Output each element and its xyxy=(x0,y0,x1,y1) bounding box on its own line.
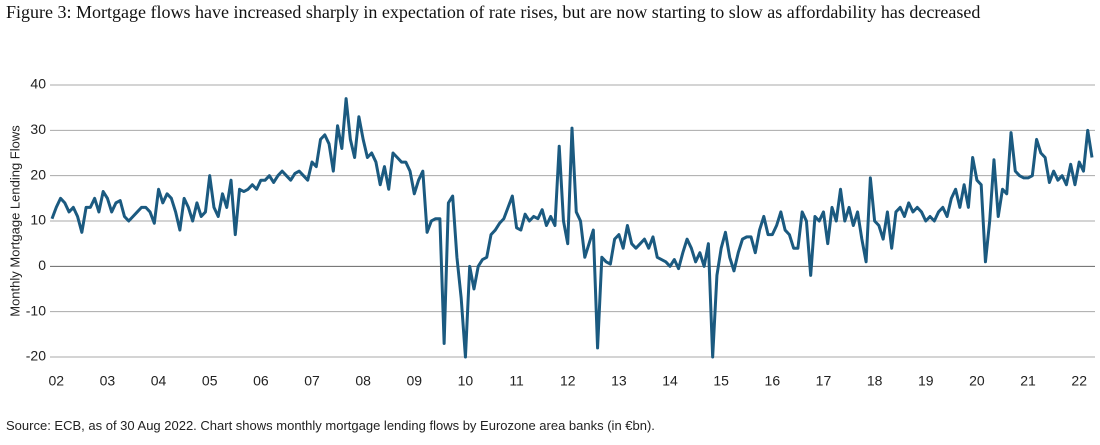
y-tick-label: 30 xyxy=(30,121,46,137)
y-axis-label: Monthly Mortgage Lending Flows xyxy=(7,125,22,317)
x-tick-label: 05 xyxy=(202,373,218,389)
x-tick-label: 18 xyxy=(867,373,883,389)
x-tick-label: 03 xyxy=(100,373,116,389)
x-tick-label: 16 xyxy=(765,373,781,389)
data-line xyxy=(50,97,1094,359)
x-tick-label: 12 xyxy=(560,373,576,389)
y-tick-label: 0 xyxy=(38,257,46,273)
x-tick-label: 13 xyxy=(611,373,627,389)
y-tick-label: -10 xyxy=(26,302,46,318)
x-tick-label: 07 xyxy=(304,373,320,389)
x-tick-label: 15 xyxy=(713,373,729,389)
chart-title: Figure 3: Mortgage flows have increased … xyxy=(6,2,981,22)
x-tick-label: 11 xyxy=(509,373,524,389)
x-tick-label: 02 xyxy=(48,373,64,389)
y-tick-label: 10 xyxy=(30,212,46,228)
x-tick-label: 20 xyxy=(969,373,985,389)
y-tick-label: 20 xyxy=(30,166,46,182)
source-note: Source: ECB, as of 30 Aug 2022. Chart sh… xyxy=(6,418,655,433)
x-tick-label: 14 xyxy=(662,373,678,389)
y-tick-label: 40 xyxy=(30,76,46,92)
x-tick-label: 08 xyxy=(355,373,371,389)
x-tick-label: 04 xyxy=(151,373,167,389)
x-tick-label: 17 xyxy=(816,373,832,389)
x-tick-label: 21 xyxy=(1020,373,1036,389)
x-tick-label: 10 xyxy=(458,373,474,389)
x-tick-label: 06 xyxy=(253,373,269,389)
x-tick-label: 22 xyxy=(1071,373,1087,389)
x-tick-label: 19 xyxy=(918,373,934,389)
x-tick-label: 09 xyxy=(407,373,423,389)
y-tick-label: -20 xyxy=(26,348,46,364)
